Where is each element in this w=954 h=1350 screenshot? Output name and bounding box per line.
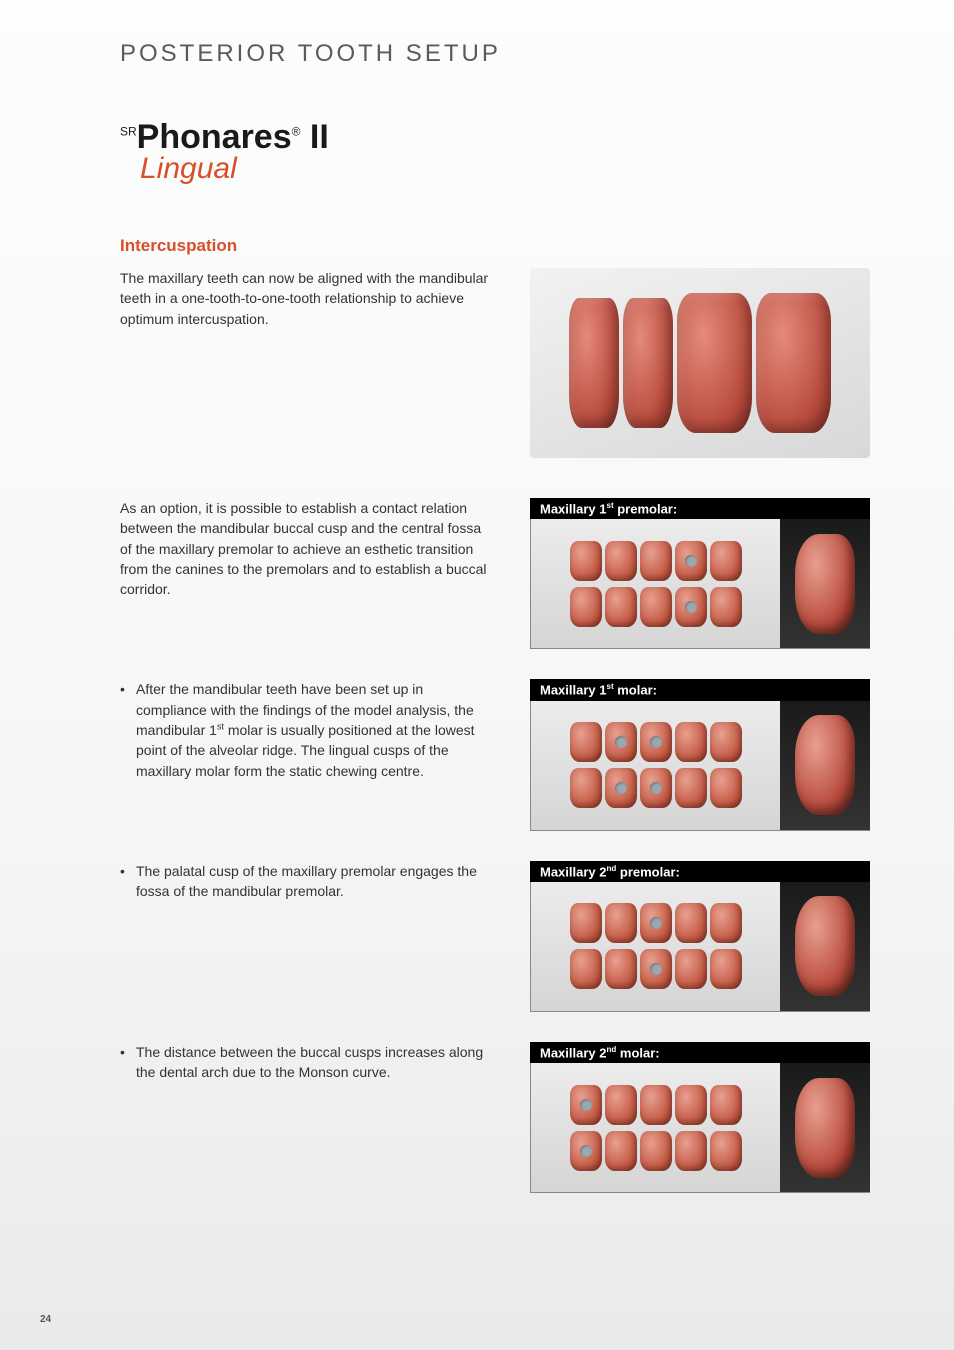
list-item: The distance between the buccal cusps in… (120, 1042, 490, 1083)
intro-row: The maxillary teeth can now be aligned w… (120, 268, 894, 458)
figure-body (530, 701, 870, 831)
brand-subline: Lingual (140, 152, 894, 186)
figure-label: Maxillary 1st premolar: (530, 498, 870, 519)
tooth-icon (795, 1078, 855, 1178)
occlusal-view (531, 882, 780, 1011)
figure-label: Maxillary 2nd premolar: (530, 861, 870, 882)
intro-text: The maxillary teeth can now be aligned w… (120, 268, 490, 458)
tooth-icon (677, 293, 752, 433)
tooth-icon (756, 293, 831, 433)
tooth-icon (623, 298, 673, 428)
bullet-row-2: The distance between the buccal cusps in… (120, 1042, 894, 1193)
hero-teeth-image (530, 268, 870, 458)
figure-col-0: Maxillary 1st premolar: (510, 498, 894, 649)
figure-molar2: Maxillary 2nd molar: (530, 1042, 870, 1193)
tooth-icon (795, 715, 855, 815)
figure-col-1: Maxillary 1st molar: (510, 679, 894, 830)
figure-col-3: Maxillary 2nd molar: (510, 1042, 894, 1193)
figure-molar1: Maxillary 1st molar: (530, 679, 870, 830)
page-number: 24 (40, 1314, 51, 1325)
occlusal-view (531, 1063, 780, 1192)
tooth-icon (795, 896, 855, 996)
bullet-text-1: The palatal cusp of the maxillary premol… (120, 861, 490, 1012)
brand-reg-icon: ® (292, 125, 301, 139)
figure-label: Maxillary 2nd molar: (530, 1042, 870, 1063)
section-heading: Intercuspation (120, 236, 894, 256)
occlusal-view (531, 519, 780, 648)
brand-block: SRPhonares® II Lingual (120, 118, 894, 186)
tooth-icon (569, 298, 619, 428)
bullet-text-2: The distance between the buccal cusps in… (120, 1042, 490, 1193)
side-view (780, 701, 870, 830)
brand-sr: SR (120, 125, 137, 139)
list-item: The palatal cusp of the maxillary premol… (120, 861, 490, 902)
figure-premolar1: Maxillary 1st premolar: (530, 498, 870, 649)
bullet-row-0: After the mandibular teeth have been set… (120, 679, 894, 830)
bullet-row-1: The palatal cusp of the maxillary premol… (120, 861, 894, 1012)
brand-suffix: II (310, 118, 329, 156)
hero-image-col (510, 268, 894, 458)
figure-body (530, 1063, 870, 1193)
option-text: As an option, it is possible to establis… (120, 498, 490, 649)
side-view (780, 882, 870, 1011)
side-view (780, 1063, 870, 1192)
figure-body (530, 519, 870, 649)
tooth-icon (795, 534, 855, 634)
figure-label: Maxillary 1st molar: (530, 679, 870, 700)
side-view (780, 519, 870, 648)
figure-body (530, 882, 870, 1012)
figure-premolar2: Maxillary 2nd premolar: (530, 861, 870, 1012)
figure-col-2: Maxillary 2nd premolar: (510, 861, 894, 1012)
page-title: POSTERIOR TOOTH SETUP (120, 40, 894, 68)
occlusal-view (531, 701, 780, 830)
brand-name: Phonares (137, 118, 292, 156)
option-row: As an option, it is possible to establis… (120, 498, 894, 649)
list-item: After the mandibular teeth have been set… (120, 679, 490, 780)
bullet-text-0: After the mandibular teeth have been set… (120, 679, 490, 830)
